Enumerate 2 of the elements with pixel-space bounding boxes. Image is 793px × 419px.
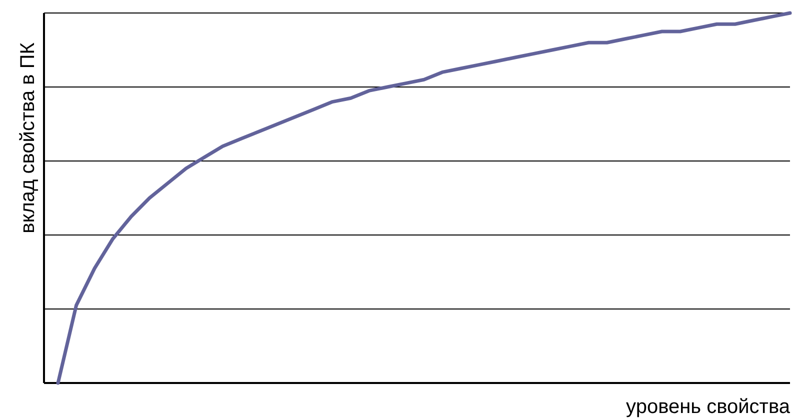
x-axis-title: уровень свойства (626, 396, 791, 418)
y-axis-title: вклад свойства в ПК (17, 42, 39, 234)
